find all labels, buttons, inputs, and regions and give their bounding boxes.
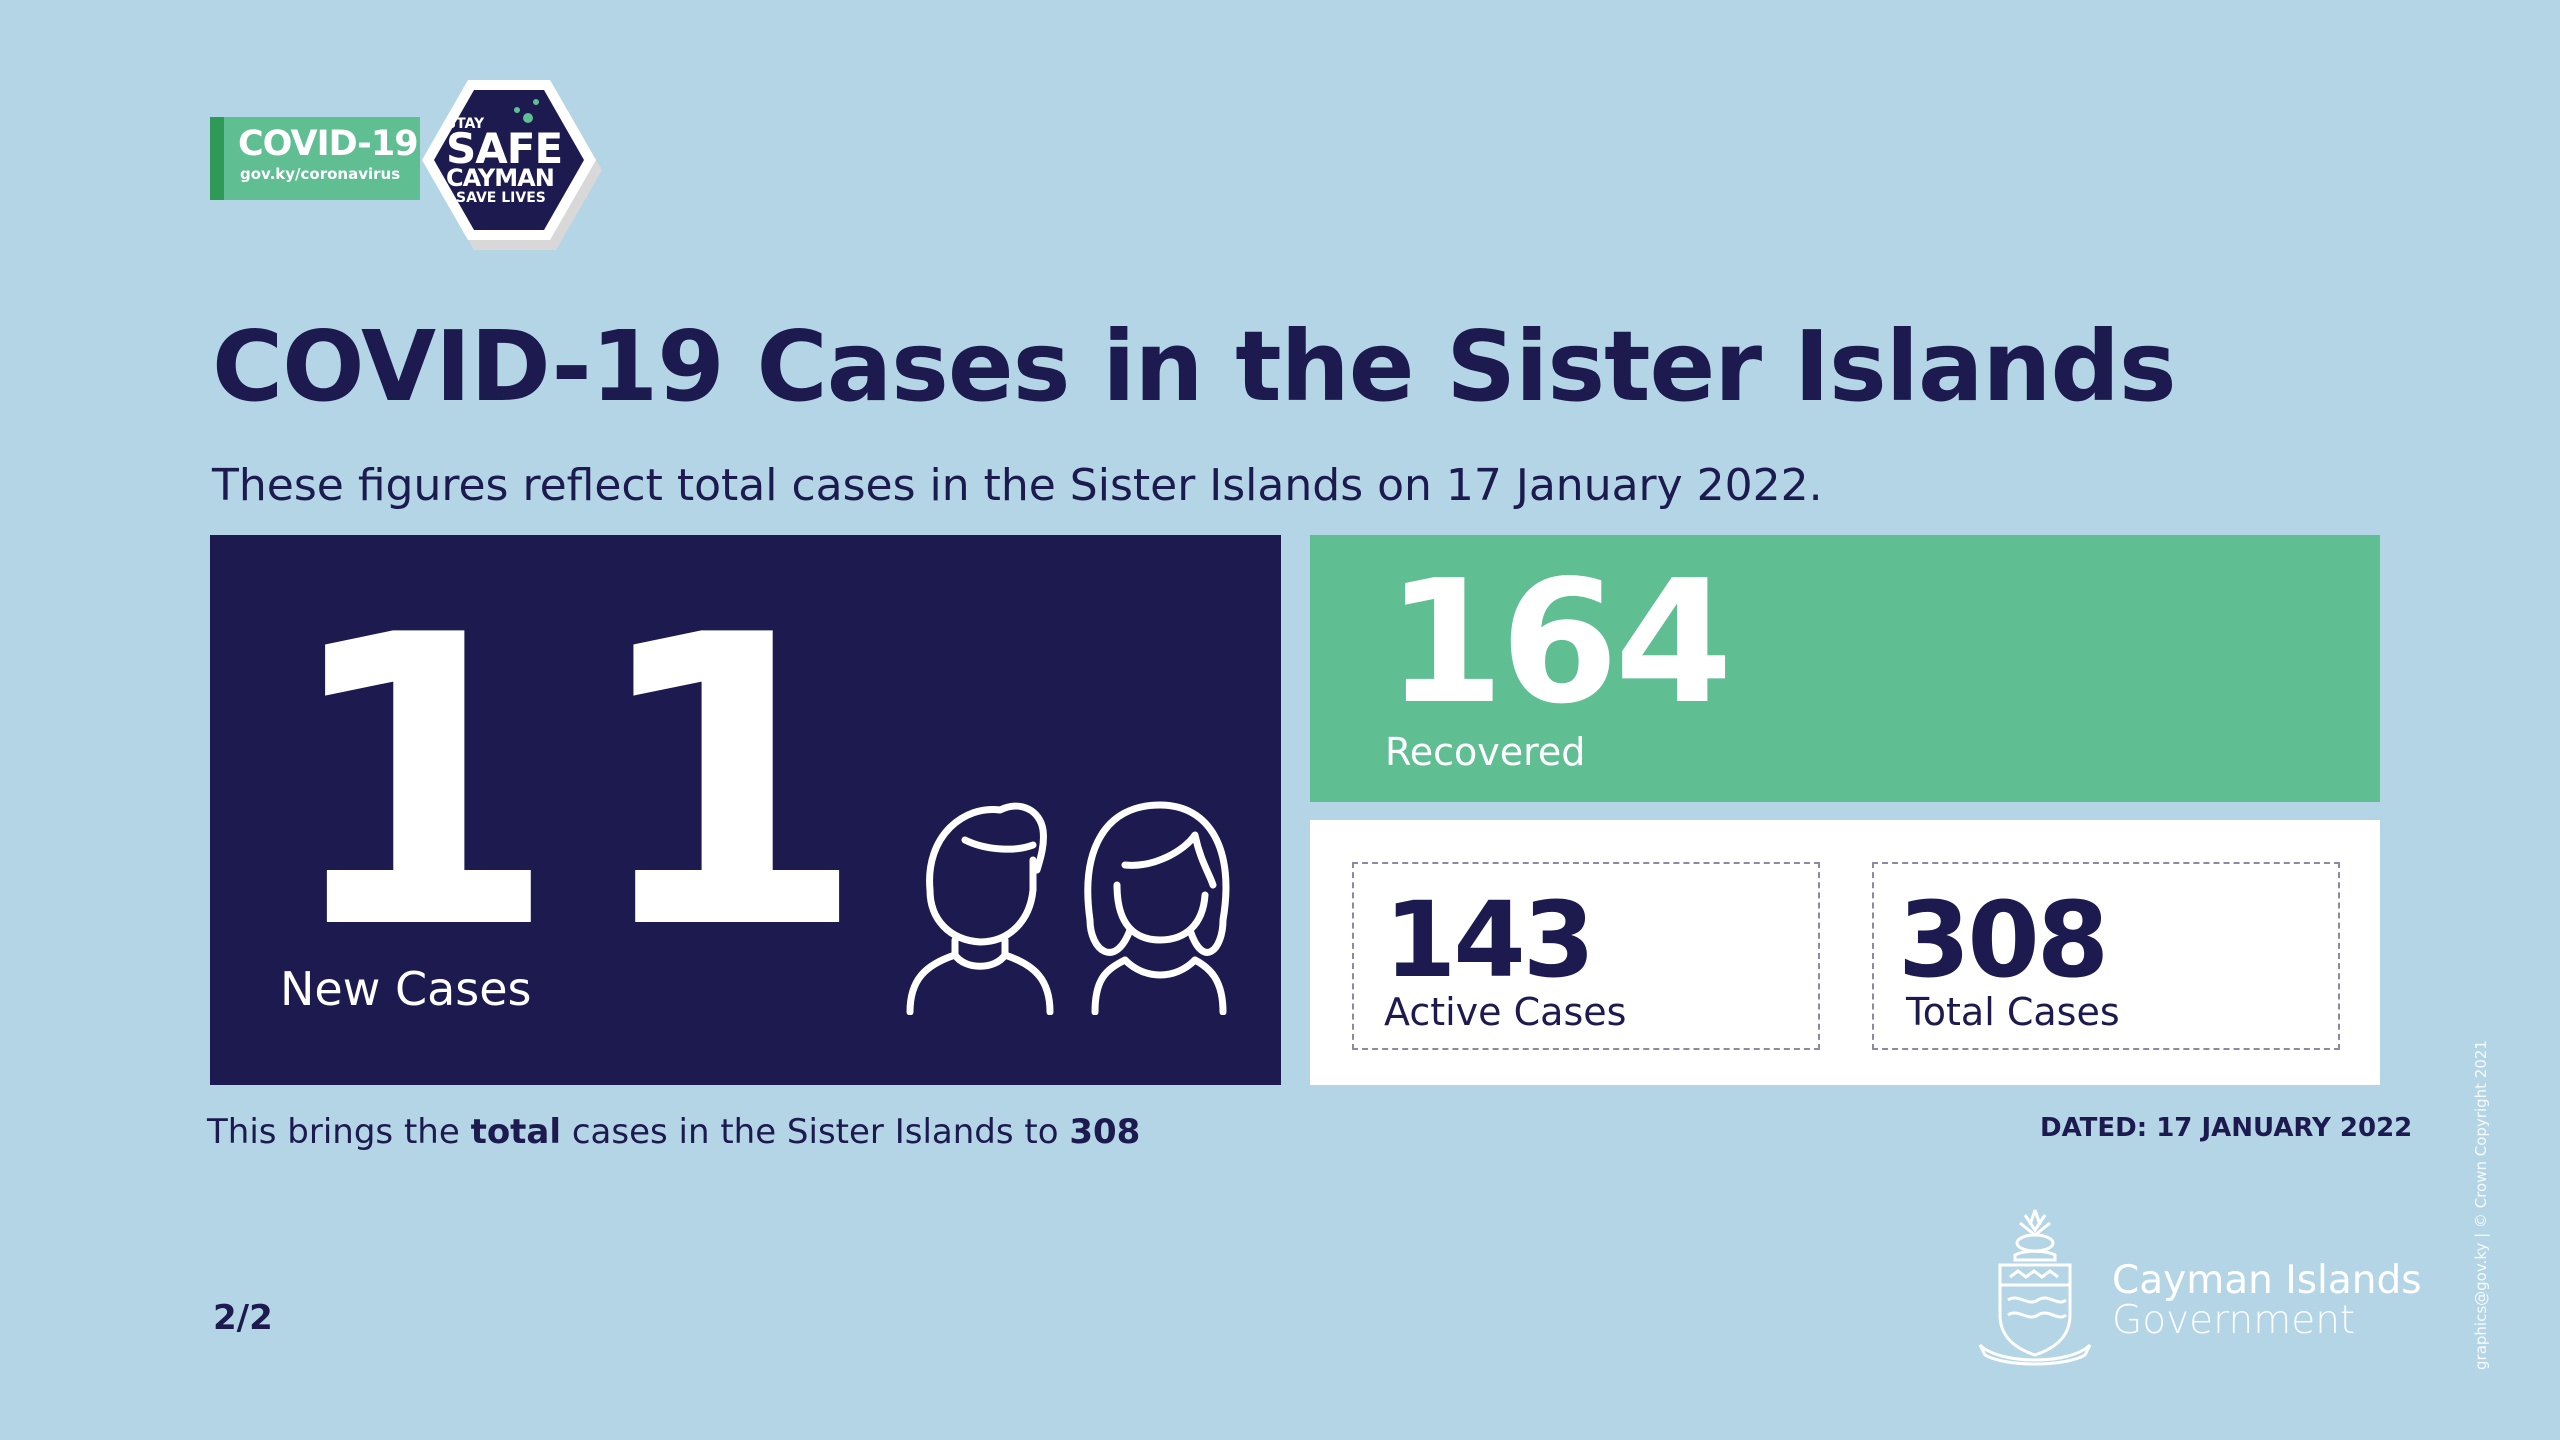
case-totals-panel: [1310, 820, 2380, 1085]
logo-hex-line3: CAYMAN: [446, 164, 555, 192]
new-cases-label: New Cases: [280, 962, 532, 1016]
recovered-label: Recovered: [1385, 730, 1586, 774]
summary-pre: This brings the: [207, 1112, 471, 1152]
government-name-line2: Government: [2112, 1298, 2356, 1343]
dated-label: DATED: 17 JANUARY 2022: [2040, 1113, 2413, 1143]
logo-banner-edge: [210, 117, 224, 200]
logo-hex-line1: STAY: [446, 116, 485, 132]
people-icon: [905, 790, 1235, 1016]
active-cases-box: 143 Active Cases: [1352, 862, 1820, 1050]
active-cases-label: Active Cases: [1384, 990, 1627, 1034]
hexagon-badge-icon: [422, 80, 602, 250]
coat-of-arms-icon: [1970, 1205, 2100, 1370]
total-cases-box: 308 Total Cases: [1872, 862, 2340, 1050]
new-cases-value: 11: [280, 552, 897, 1017]
page-indicator: 2/2: [213, 1298, 273, 1338]
page-title: COVID-19 Cases in the Sister Islands: [212, 310, 2177, 423]
stay-safe-logo: STAY SAFE CAYMAN SAVE LIVES: [408, 72, 608, 252]
summary-bold: total: [470, 1112, 562, 1152]
government-name-line1: Cayman Islands: [2112, 1258, 2422, 1303]
copyright-text: graphics@gov.ky | © Crown Copyright 2021: [2472, 1040, 2490, 1370]
recovered-value: 164: [1386, 544, 1733, 742]
new-cases-panel: [210, 535, 1281, 1085]
total-cases-value: 308: [1898, 879, 2109, 1001]
summary-mid: cases in the Sister Islands to: [561, 1112, 1070, 1152]
summary-text: This brings the total cases in the Siste…: [207, 1112, 1140, 1152]
logo-url: gov.ky/coronavirus: [240, 165, 401, 183]
logo-title: COVID-19: [238, 124, 419, 164]
logo-banner: [210, 117, 420, 200]
page-subtitle: These figures reflect total cases in the…: [212, 460, 1823, 511]
summary-value: 308: [1069, 1112, 1141, 1152]
active-cases-value: 143: [1384, 879, 1595, 1001]
total-cases-label: Total Cases: [1906, 990, 2120, 1034]
logo-hex-line4: SAVE LIVES: [456, 190, 546, 206]
recovered-panel: [1310, 535, 2380, 802]
logo-hex-line2: SAFE: [446, 124, 563, 173]
